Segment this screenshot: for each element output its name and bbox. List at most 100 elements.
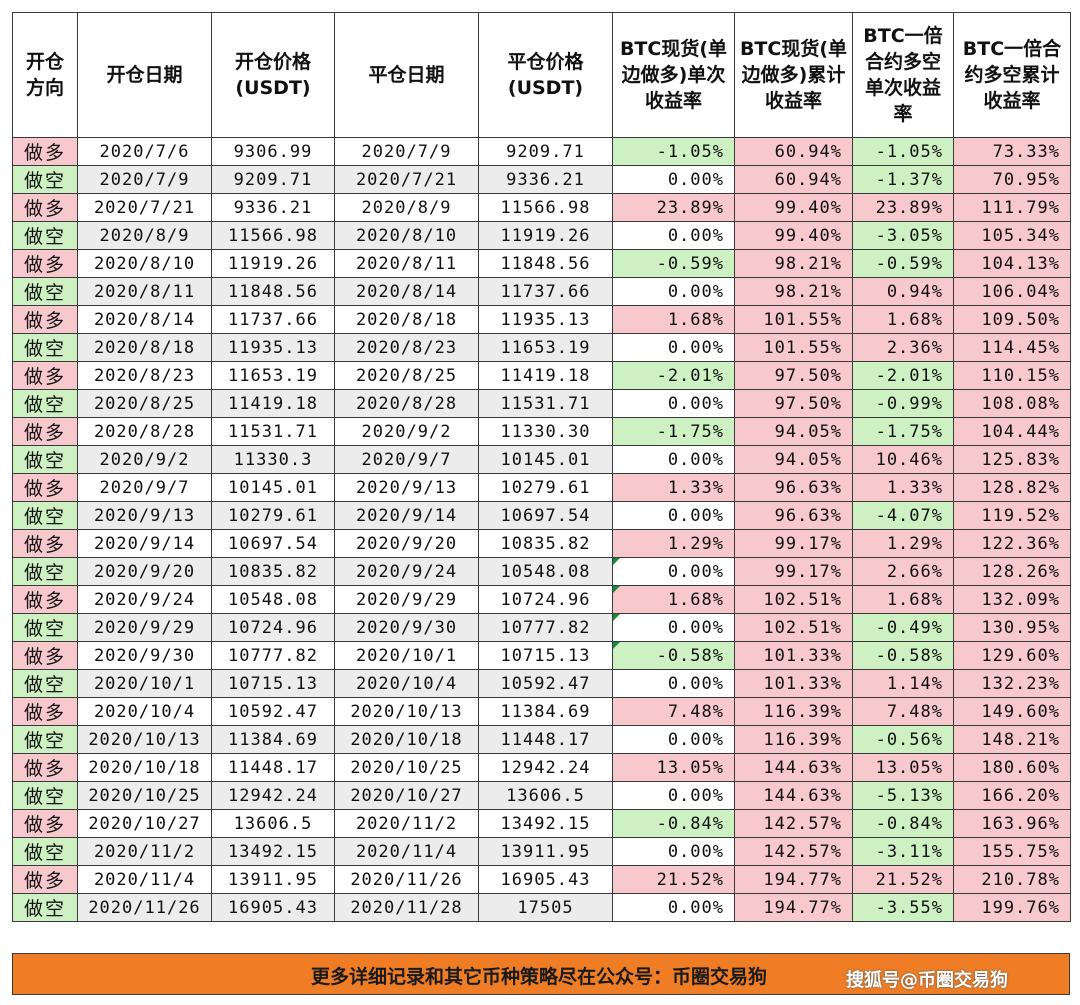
close-price-cell: 11935.13 [478, 305, 613, 334]
spot-single-return-cell: -0.84% [612, 809, 735, 838]
open-date-cell: 2020/9/2 [77, 445, 212, 474]
spot-cumulative-return-cell: 144.63% [734, 781, 853, 810]
table-row: 做空 2020/10/13 11384.69 2020/10/18 11448.17 0.… [12, 725, 1071, 754]
direction-cell: 做空 [12, 893, 78, 922]
open-date-cell: 2020/9/29 [77, 613, 212, 642]
spot-single-return-cell: 0.00% [612, 165, 735, 194]
direction-cell: 做多 [12, 137, 78, 166]
direction-cell: 做多 [12, 473, 78, 502]
close-date-cell: 2020/10/25 [334, 753, 479, 782]
close-price-cell: 10777.82 [478, 613, 613, 642]
close-date-cell: 2020/10/4 [334, 669, 479, 698]
open-date-cell: 2020/8/14 [77, 305, 212, 334]
open-date-cell: 2020/9/7 [77, 473, 212, 502]
direction-cell: 做空 [12, 501, 78, 530]
table-row: 做空 2020/11/26 16905.43 2020/11/28 17505 0.00%… [12, 893, 1071, 922]
contract-single-return-cell: -3.05% [852, 221, 954, 250]
contract-single-return-cell: 13.05% [852, 753, 954, 782]
open-price-cell: 13492.15 [211, 837, 335, 866]
contract-cumulative-return-cell: 199.76% [953, 893, 1071, 922]
contract-cumulative-return-cell: 129.60% [953, 641, 1071, 670]
table-row: 做空 2020/9/29 10724.96 2020/9/30 10777.82 0.00… [12, 613, 1071, 642]
table-row: 做多 2020/7/21 9336.21 2020/8/9 11566.98 23.89%… [12, 193, 1071, 222]
direction-cell: 做多 [12, 865, 78, 894]
close-price-cell: 11737.66 [478, 277, 613, 306]
open-date-cell: 2020/11/4 [77, 865, 212, 894]
table-row: 做空 2020/8/25 11419.18 2020/8/28 11531.71 0.00… [12, 389, 1071, 418]
close-date-cell: 2020/9/2 [334, 417, 479, 446]
direction-cell: 做空 [12, 221, 78, 250]
spot-cumulative-return-cell: 96.63% [734, 473, 853, 502]
contract-cumulative-return-cell: 128.26% [953, 557, 1071, 586]
table-row: 做空 2020/9/13 10279.61 2020/9/14 10697.54 0.00… [12, 501, 1071, 530]
direction-cell: 做多 [12, 305, 78, 334]
open-price-cell: 10777.82 [211, 641, 335, 670]
open-price-cell: 13606.5 [211, 809, 335, 838]
contract-single-return-cell: -5.13% [852, 781, 954, 810]
open-date-cell: 2020/9/14 [77, 529, 212, 558]
close-price-cell: 9209.71 [478, 137, 613, 166]
open-price-cell: 11384.69 [211, 725, 335, 754]
open-date-cell: 2020/8/28 [77, 417, 212, 446]
open-price-cell: 10592.47 [211, 697, 335, 726]
close-date-cell: 2020/9/7 [334, 445, 479, 474]
open-price-cell: 11448.17 [211, 753, 335, 782]
spot-single-return-cell: 0.00% [612, 669, 735, 698]
close-date-cell: 2020/9/20 [334, 529, 479, 558]
contract-single-return-cell: -3.55% [852, 893, 954, 922]
open-date-cell: 2020/10/25 [77, 781, 212, 810]
close-price-cell: 12942.24 [478, 753, 613, 782]
close-price-cell: 11419.18 [478, 361, 613, 390]
close-price-cell: 10548.08 [478, 557, 613, 586]
close-date-cell: 2020/8/25 [334, 361, 479, 390]
open-price-cell: 9209.71 [211, 165, 335, 194]
open-date-cell: 2020/10/18 [77, 753, 212, 782]
spot-cumulative-return-cell: 97.50% [734, 389, 853, 418]
close-price-cell: 17505 [478, 893, 613, 922]
contract-single-return-cell: -1.75% [852, 417, 954, 446]
direction-cell: 做多 [12, 753, 78, 782]
contract-cumulative-return-cell: 180.60% [953, 753, 1071, 782]
contract-single-return-cell: 1.68% [852, 585, 954, 614]
direction-cell: 做多 [12, 417, 78, 446]
table-row: 做多 2020/9/24 10548.08 2020/9/29 10724.96 1.68… [12, 585, 1071, 614]
direction-cell: 做多 [12, 809, 78, 838]
spot-cumulative-return-cell: 102.51% [734, 613, 853, 642]
header-open-price: 开仓价格(USDT) [211, 12, 335, 138]
spot-cumulative-return-cell: 99.17% [734, 529, 853, 558]
close-price-cell: 10835.82 [478, 529, 613, 558]
spot-cumulative-return-cell: 101.55% [734, 333, 853, 362]
spot-single-return-cell: 1.68% [612, 305, 735, 334]
direction-cell: 做空 [12, 669, 78, 698]
header-close-price: 平仓价格(USDT) [478, 12, 613, 138]
open-date-cell: 2020/8/10 [77, 249, 212, 278]
open-price-cell: 11531.71 [211, 417, 335, 446]
direction-cell: 做空 [12, 445, 78, 474]
close-date-cell: 2020/7/21 [334, 165, 479, 194]
spot-single-return-cell: 1.29% [612, 529, 735, 558]
contract-cumulative-return-cell: 155.75% [953, 837, 1071, 866]
close-date-cell: 2020/11/28 [334, 893, 479, 922]
table-row: 做多 2020/8/28 11531.71 2020/9/2 11330.30 -1.75… [12, 417, 1071, 446]
contract-cumulative-return-cell: 105.34% [953, 221, 1071, 250]
spot-cumulative-return-cell: 142.57% [734, 809, 853, 838]
open-date-cell: 2020/7/9 [77, 165, 212, 194]
contract-single-return-cell: -4.07% [852, 501, 954, 530]
open-date-cell: 2020/8/23 [77, 361, 212, 390]
close-price-cell: 11448.17 [478, 725, 613, 754]
open-price-cell: 12942.24 [211, 781, 335, 810]
contract-cumulative-return-cell: 119.52% [953, 501, 1071, 530]
spot-single-return-cell: 0.00% [612, 725, 735, 754]
trade-record-sheet: 开仓方向 开仓日期 开仓价格(USDT) 平仓日期 平仓价格(USDT) BTC… [12, 12, 1071, 922]
spot-single-return-cell: 0.00% [612, 389, 735, 418]
contract-single-return-cell: 2.36% [852, 333, 954, 362]
spot-single-return-cell: 0.00% [612, 837, 735, 866]
table-row: 做多 2020/9/7 10145.01 2020/9/13 10279.61 1.33%… [12, 473, 1071, 502]
close-date-cell: 2020/9/24 [334, 557, 479, 586]
spot-single-return-cell: -0.59% [612, 249, 735, 278]
spot-cumulative-return-cell: 99.17% [734, 557, 853, 586]
direction-cell: 做空 [12, 389, 78, 418]
close-date-cell: 2020/10/13 [334, 697, 479, 726]
spot-cumulative-return-cell: 97.50% [734, 361, 853, 390]
table-row: 做空 2020/8/9 11566.98 2020/8/10 11919.26 0.00%… [12, 221, 1071, 250]
